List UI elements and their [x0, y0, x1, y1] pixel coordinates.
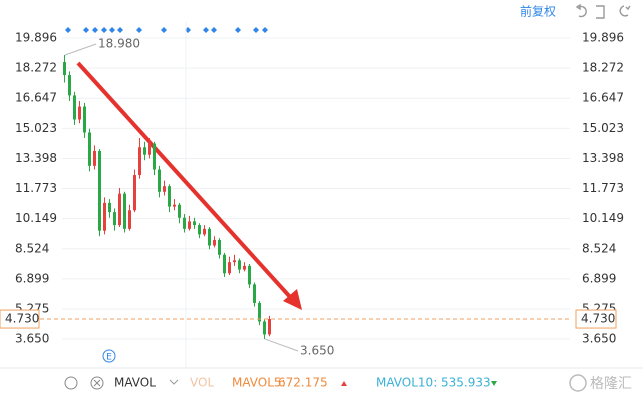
settings-icon[interactable]: [64, 376, 78, 390]
y-tick-label-right: 18.272: [582, 61, 624, 75]
y-tick-label: 16.647: [15, 91, 57, 105]
y-tick-label-right: 8.524: [582, 241, 616, 255]
candle-body: [228, 262, 231, 274]
candle-body: [173, 204, 176, 207]
candle-body: [133, 175, 136, 211]
candle-body: [178, 204, 181, 218]
candle-body: [208, 228, 211, 246]
candle-body: [183, 217, 186, 229]
y-tick-label: 8.524: [15, 241, 49, 255]
y-tick-label-right: 11.773: [582, 181, 624, 195]
vol-label: VOL: [190, 376, 214, 390]
candle-body: [98, 150, 101, 231]
mavol5-value: 672.175: [278, 376, 328, 390]
y-tick-label-right: 13.398: [582, 151, 624, 165]
candle-body: [248, 265, 251, 285]
candle-body: [198, 225, 201, 235]
dropdown-chevron[interactable]: [169, 379, 179, 385]
y-tick-label: 10.149: [15, 211, 57, 225]
candle-body: [253, 284, 256, 303]
mavol10-label: MAVOL10:: [376, 376, 437, 390]
candle-body: [108, 202, 111, 213]
y-tick-label: 6.899: [15, 271, 49, 285]
y-tick-label: 11.773: [15, 181, 57, 195]
candle-body: [143, 147, 146, 155]
candle-body: [123, 193, 126, 229]
high-label: 18.980: [98, 37, 140, 51]
y-tick-label-right: 15.023: [582, 121, 624, 135]
watermark-logo: [569, 374, 587, 392]
candle-body: [268, 319, 271, 335]
candle-body: [218, 239, 221, 255]
y-tick-label-right: 16.647: [582, 91, 624, 105]
last-price-box: [0, 309, 40, 329]
low-leader: [264, 338, 299, 352]
candle-body: [73, 95, 76, 120]
candle-body: [243, 265, 246, 270]
indicator-select[interactable]: MAVOL: [114, 376, 156, 390]
candle-body: [93, 150, 96, 166]
high-leader: [64, 43, 97, 56]
event-icon-label: E: [106, 353, 112, 363]
candle-body: [233, 260, 236, 263]
candle-body: [103, 202, 106, 231]
candle-body: [163, 186, 166, 192]
candle-body: [193, 221, 196, 226]
candle-body: [128, 210, 131, 229]
down-indicator: [491, 381, 497, 386]
toolbar-icons[interactable]: [575, 3, 631, 19]
y-tick-label: 13.398: [15, 151, 57, 165]
low-label: 3.650: [300, 344, 334, 358]
close-icon-x: [93, 379, 101, 387]
candle-body: [153, 143, 156, 170]
up-indicator: [341, 381, 347, 386]
candle-body: [88, 132, 91, 166]
candle-body: [68, 75, 71, 96]
watermark: 格隆汇: [590, 376, 632, 392]
candle-body: [138, 147, 141, 176]
y-tick-label-right: 10.149: [582, 211, 624, 225]
y-tick-label: 18.272: [15, 61, 57, 75]
y-tick-label-right: 6.899: [582, 271, 616, 285]
candle-body: [258, 302, 261, 322]
trend-arrow: [76, 61, 302, 310]
event-markers: [65, 27, 268, 33]
candle-body: [78, 106, 81, 120]
last-price-box-right: [575, 309, 617, 329]
y-tick-label-right: 3.650: [582, 332, 616, 346]
last-price-label-right: 4.730: [581, 312, 615, 326]
candle-body: [188, 221, 191, 229]
candle-body: [148, 143, 151, 155]
last-price-label: 4.730: [5, 312, 39, 326]
y-tick-label: 19.896: [15, 31, 57, 45]
candle-body: [203, 228, 206, 235]
candle-body: [238, 260, 241, 270]
close-icon[interactable]: [90, 376, 104, 390]
candle-body: [213, 239, 216, 246]
y-tick-label: 3.650: [15, 332, 49, 346]
candle-body: [168, 186, 171, 207]
event-icon[interactable]: [102, 349, 116, 363]
candle-body: [118, 193, 121, 226]
candle-body: [113, 212, 116, 226]
candle-body: [158, 169, 161, 192]
y-tick-label: 15.023: [15, 121, 57, 135]
candle-body: [63, 62, 66, 76]
candle-body: [263, 321, 266, 335]
y-tick-label-right: 19.896: [582, 31, 624, 45]
adjust-toggle[interactable]: 前复权: [520, 4, 556, 19]
candle-body: [223, 254, 226, 274]
candle-body: [83, 106, 86, 133]
mavol10-value: 535.933: [441, 376, 491, 390]
mavol5-label: MAVOL5:: [232, 376, 286, 390]
candles: [63, 55, 271, 340]
